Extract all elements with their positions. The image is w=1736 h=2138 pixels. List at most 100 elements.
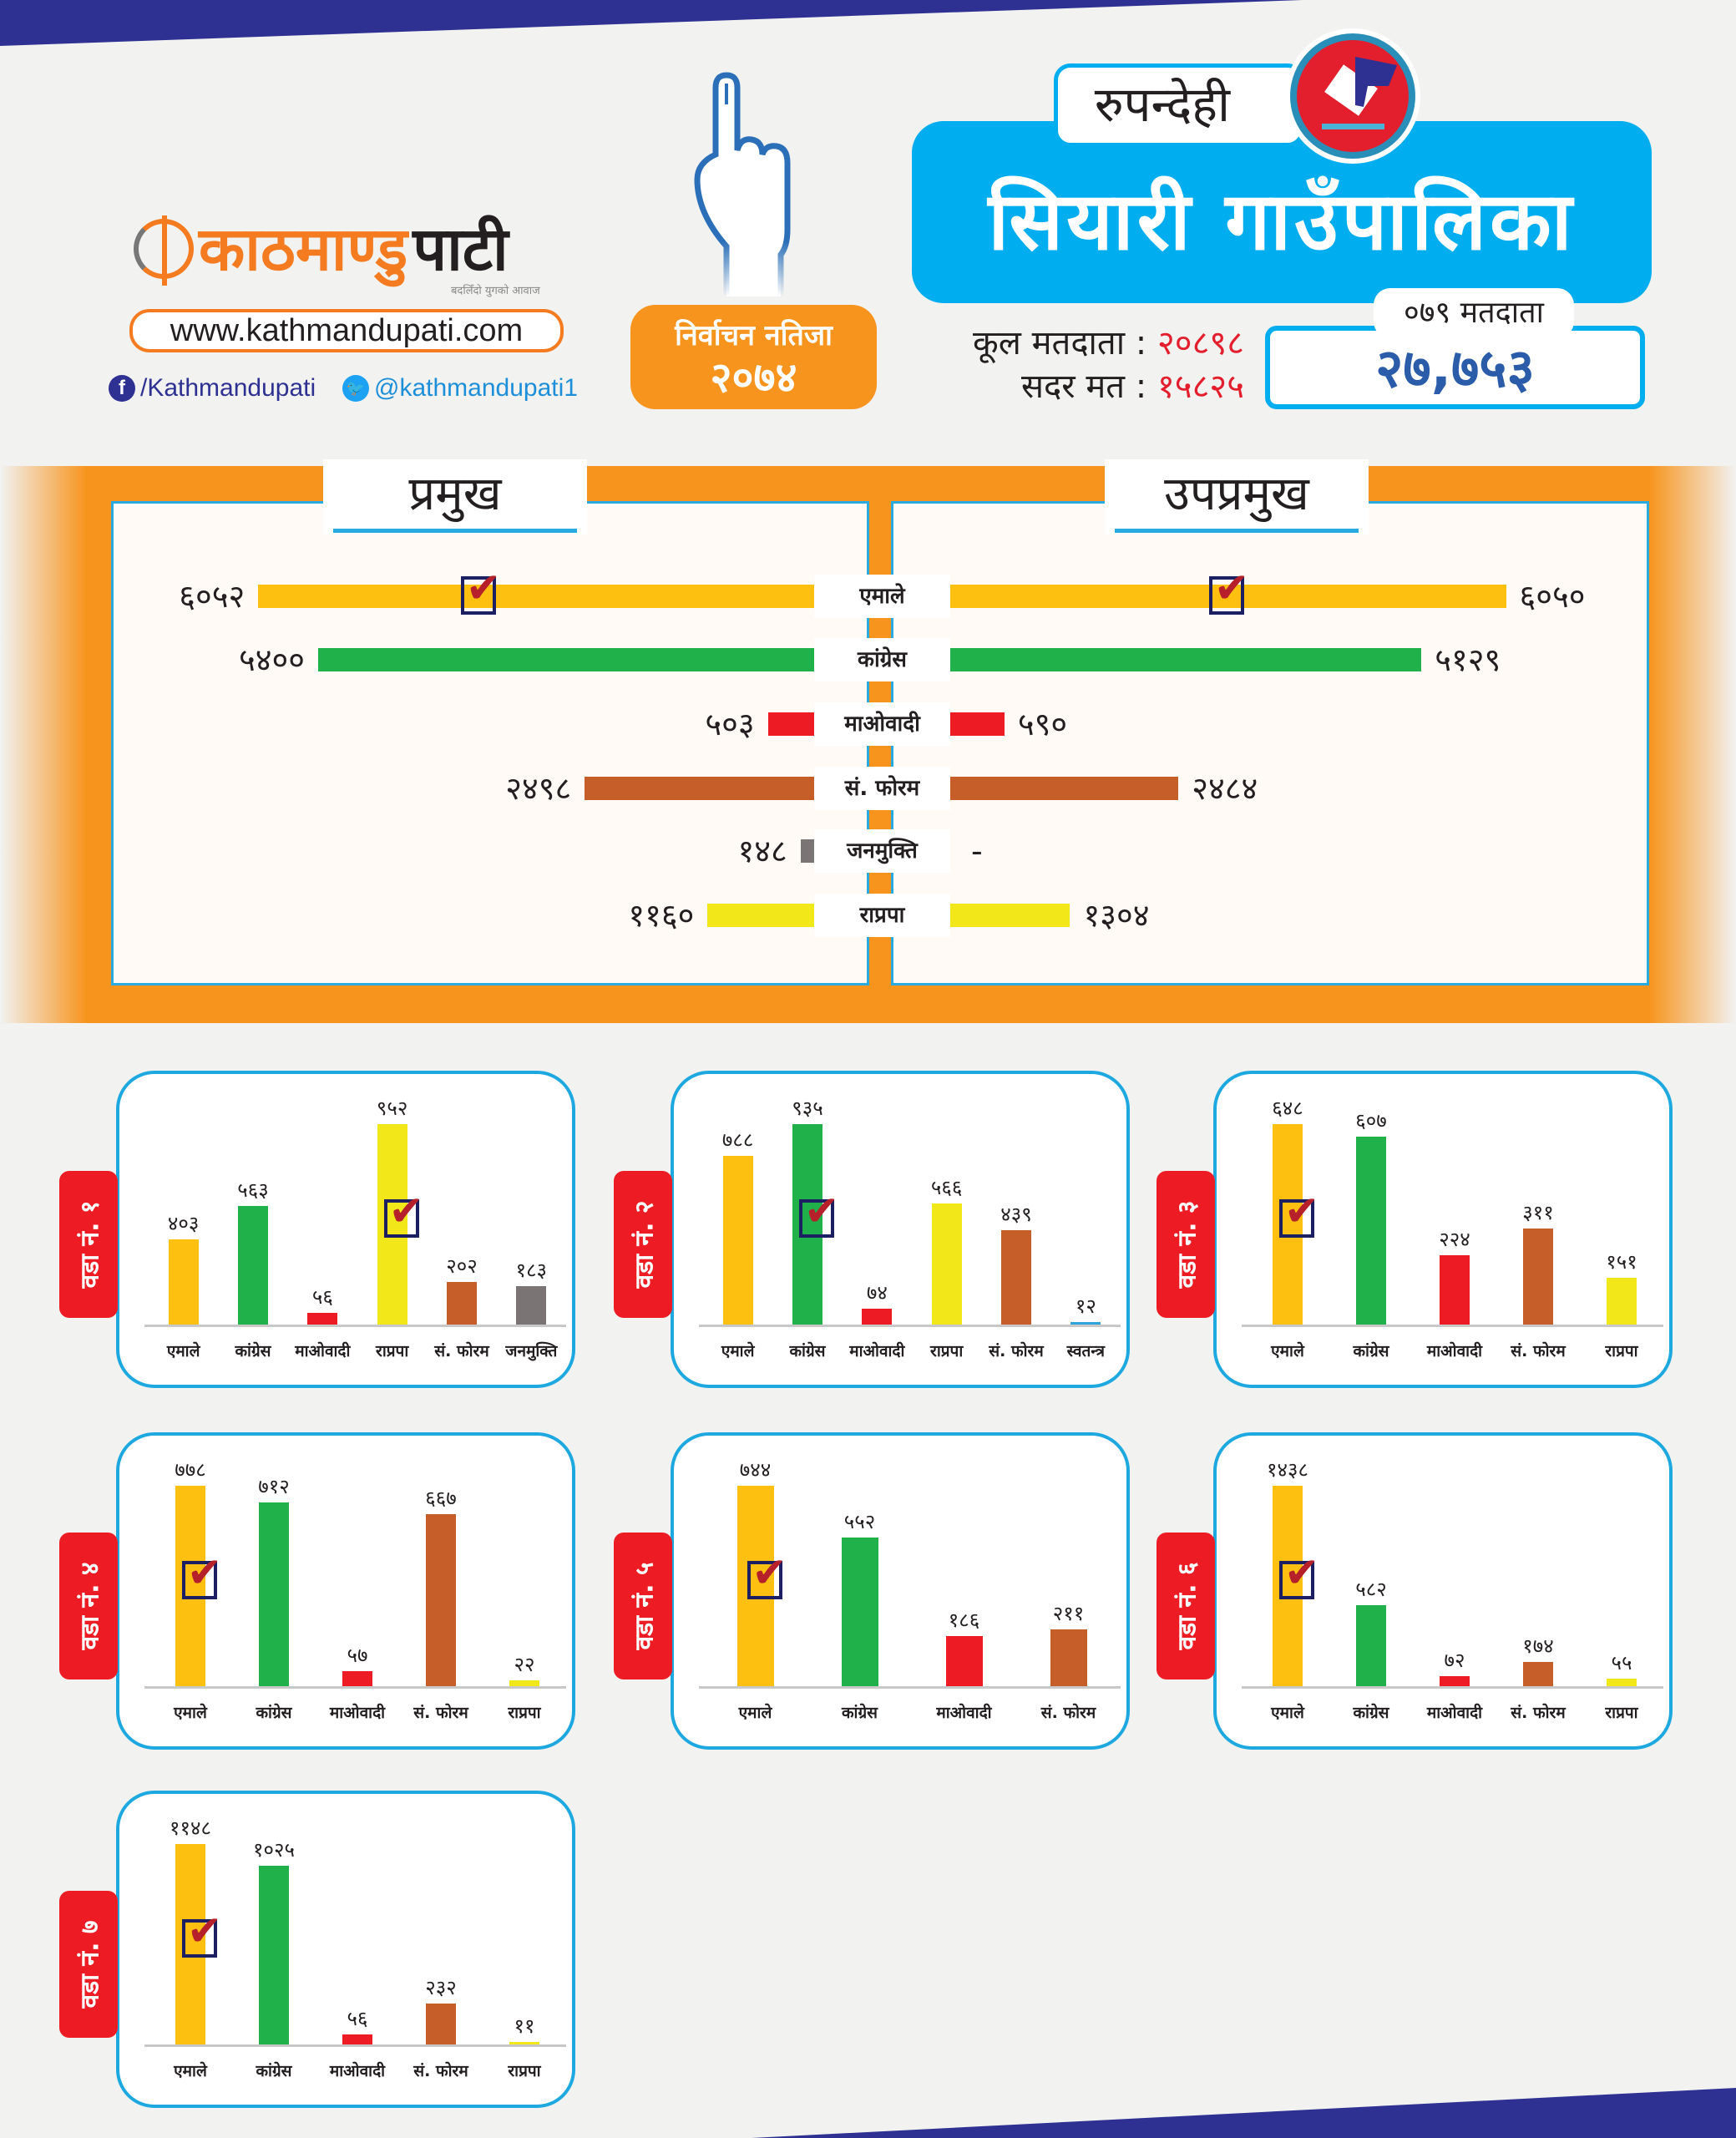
- mayor-vote-count: १४८: [737, 833, 787, 869]
- bar-value-label: २३२: [425, 1976, 457, 2000]
- category-label: राप्रपा: [376, 1342, 409, 1360]
- bar-value-label: १२: [1075, 1294, 1096, 1318]
- ward-number-tab: वडा नं. ५: [614, 1533, 672, 1679]
- bar-value-label: ७८८: [721, 1127, 754, 1152]
- valid-votes-value: १५८२५: [1157, 367, 1244, 406]
- category-label: माओवादी: [329, 1704, 386, 1722]
- winner-check-icon: [747, 1548, 787, 1599]
- ward-bar: [426, 2004, 456, 2044]
- party-label: राप्रपा: [814, 894, 950, 937]
- ward-number-label: वडा नं. ६: [1172, 1562, 1202, 1650]
- ward-bar: [1050, 1629, 1087, 1686]
- deputy-vote-count: -: [971, 833, 983, 869]
- ward-bar: [342, 1671, 372, 1686]
- ward-bar: [509, 2042, 539, 2044]
- ward-number-tab: वडा नं. ४: [59, 1533, 118, 1679]
- bar-value-label: १८३: [515, 1258, 548, 1282]
- party-label: एमाले: [814, 575, 950, 618]
- category-label: एमाले: [166, 1342, 200, 1360]
- winner-check-icon: [1279, 1186, 1319, 1238]
- voting-hand-icon: [694, 72, 791, 296]
- category-label: जनमुक्ति: [505, 1342, 558, 1360]
- ward-number-tab: वडा नं. २: [614, 1171, 672, 1318]
- chart-baseline: [699, 1325, 1121, 1327]
- bar-value-label: ७४: [866, 1281, 888, 1305]
- facebook-link[interactable]: f /Kathmandupati: [109, 374, 316, 403]
- category-label: एमाले: [174, 2062, 207, 2080]
- category-label: माओवादी: [1426, 1704, 1483, 1722]
- chart-baseline: [699, 1686, 1121, 1689]
- ward-chart: वडा नं. ४ ७७८ एमाले ७१२ कांग्रेस ५७ माओवादी ६६७…: [59, 1432, 575, 1750]
- mayor-heading: प्रमुख: [323, 459, 587, 534]
- bar-value-label: ९३५: [792, 1097, 823, 1120]
- party-label: माओवादी: [814, 702, 950, 746]
- ward-chart: वडा नं. ५ ७४४ एमाले ५५२ कांग्रेस १८६ माओवादी २१…: [614, 1432, 1130, 1750]
- category-label: माओवादी: [1426, 1342, 1483, 1360]
- ward-number-tab: वडा नं. १: [59, 1171, 118, 1318]
- ward-number-label: वडा नं. ३: [1172, 1200, 1202, 1289]
- category-label: स्वतन्त्र: [1066, 1342, 1106, 1360]
- category-label: राप्रपा: [508, 1704, 541, 1722]
- twitter-link[interactable]: 🐦 @kathmandupati1: [342, 374, 578, 403]
- deputy-vote-count: ६०५०: [1519, 578, 1586, 615]
- ward-bar: [931, 1203, 962, 1325]
- category-label: कांग्रेस: [235, 1342, 271, 1360]
- chart-baseline: [144, 1686, 566, 1689]
- category-label: एमाले: [738, 1704, 772, 1722]
- bar-value-label: २०२: [446, 1254, 478, 1279]
- category-label: कांग्रेस: [789, 1342, 826, 1360]
- election-result-badge: निर्वाचन नतिजा २०७४: [630, 305, 877, 409]
- ward-bar: [426, 1514, 456, 1686]
- bar-value-label: ६०७: [1355, 1109, 1387, 1133]
- ward-bar: [862, 1309, 893, 1325]
- district-name: रुपन्देही: [1054, 63, 1304, 147]
- bar-value-label: ५६: [347, 2007, 368, 2031]
- deputy-vote-count: ५९०: [1017, 706, 1068, 742]
- category-label: माओवादी: [849, 1342, 905, 1360]
- category-label: माओवादी: [295, 1342, 351, 1360]
- municipality-title: सियारी गाउँपालिका: [912, 121, 1652, 303]
- deputy-mayor-heading: उपप्रमुख: [1105, 459, 1369, 534]
- ward-bar: [1523, 1661, 1553, 1686]
- winner-check-icon: [799, 1186, 839, 1238]
- bar-value-label: १७४: [1522, 1634, 1554, 1658]
- category-label: राप्रपा: [1605, 1704, 1638, 1722]
- bar-value-label: ७४४: [739, 1458, 772, 1482]
- bar-value-label: ११४८: [170, 1816, 211, 1840]
- top-band: [0, 0, 1303, 46]
- mayor-vote-count: ५०३: [705, 706, 755, 742]
- category-label: राप्रपा: [508, 2062, 541, 2080]
- deputy-vote-count: ५१२९: [1435, 641, 1501, 678]
- ward-chart: वडा नं. १ ४०३ एमाले ५६३ कांग्रेस ५६ माओवादी ९५२…: [59, 1071, 575, 1388]
- ward-bar: [945, 1636, 983, 1686]
- mayor-vote-count: ५४००: [238, 641, 305, 678]
- logo-text-dark: पाटी: [412, 214, 509, 284]
- voters-079-label: ०७९ मतदाता: [1374, 288, 1574, 338]
- category-label: सं. फोरम: [434, 1342, 489, 1360]
- mayor-bar: [258, 585, 814, 608]
- deputy-vote-count: १३०४: [1083, 897, 1150, 934]
- mayor-vote-count: २४९८: [505, 770, 572, 807]
- bar-value-label: १८६: [948, 1609, 980, 1632]
- ward-number-label: वडा नं. ७: [75, 1920, 105, 2009]
- mayor-bar: [585, 777, 814, 800]
- badge-year: २०७४: [710, 353, 797, 402]
- mayor-vote-count: ११६०: [628, 897, 695, 934]
- category-label: कांग्रेस: [841, 1704, 878, 1722]
- bar-value-label: २२४: [1439, 1228, 1470, 1252]
- ward-bar: [1440, 1255, 1470, 1325]
- party-label: कांग्रेस: [814, 638, 950, 681]
- bar-value-label: ५६: [311, 1284, 333, 1309]
- twitter-icon: 🐦: [342, 375, 369, 402]
- bar-value-label: २२: [514, 1653, 535, 1677]
- website-link[interactable]: www.kathmandupati.com: [129, 309, 564, 352]
- deputy-bar: [950, 712, 1005, 736]
- badge-title: निर्वाचन नतिजा: [675, 319, 833, 352]
- category-label: एमाले: [174, 1704, 207, 1722]
- ward-bar: [509, 1680, 539, 1686]
- bar-value-label: ६४८: [1272, 1097, 1303, 1120]
- mayor-bar: [707, 904, 814, 927]
- ward-bar: [841, 1537, 878, 1686]
- ward-bar: [1607, 1278, 1637, 1325]
- mayor-bar: [800, 839, 814, 863]
